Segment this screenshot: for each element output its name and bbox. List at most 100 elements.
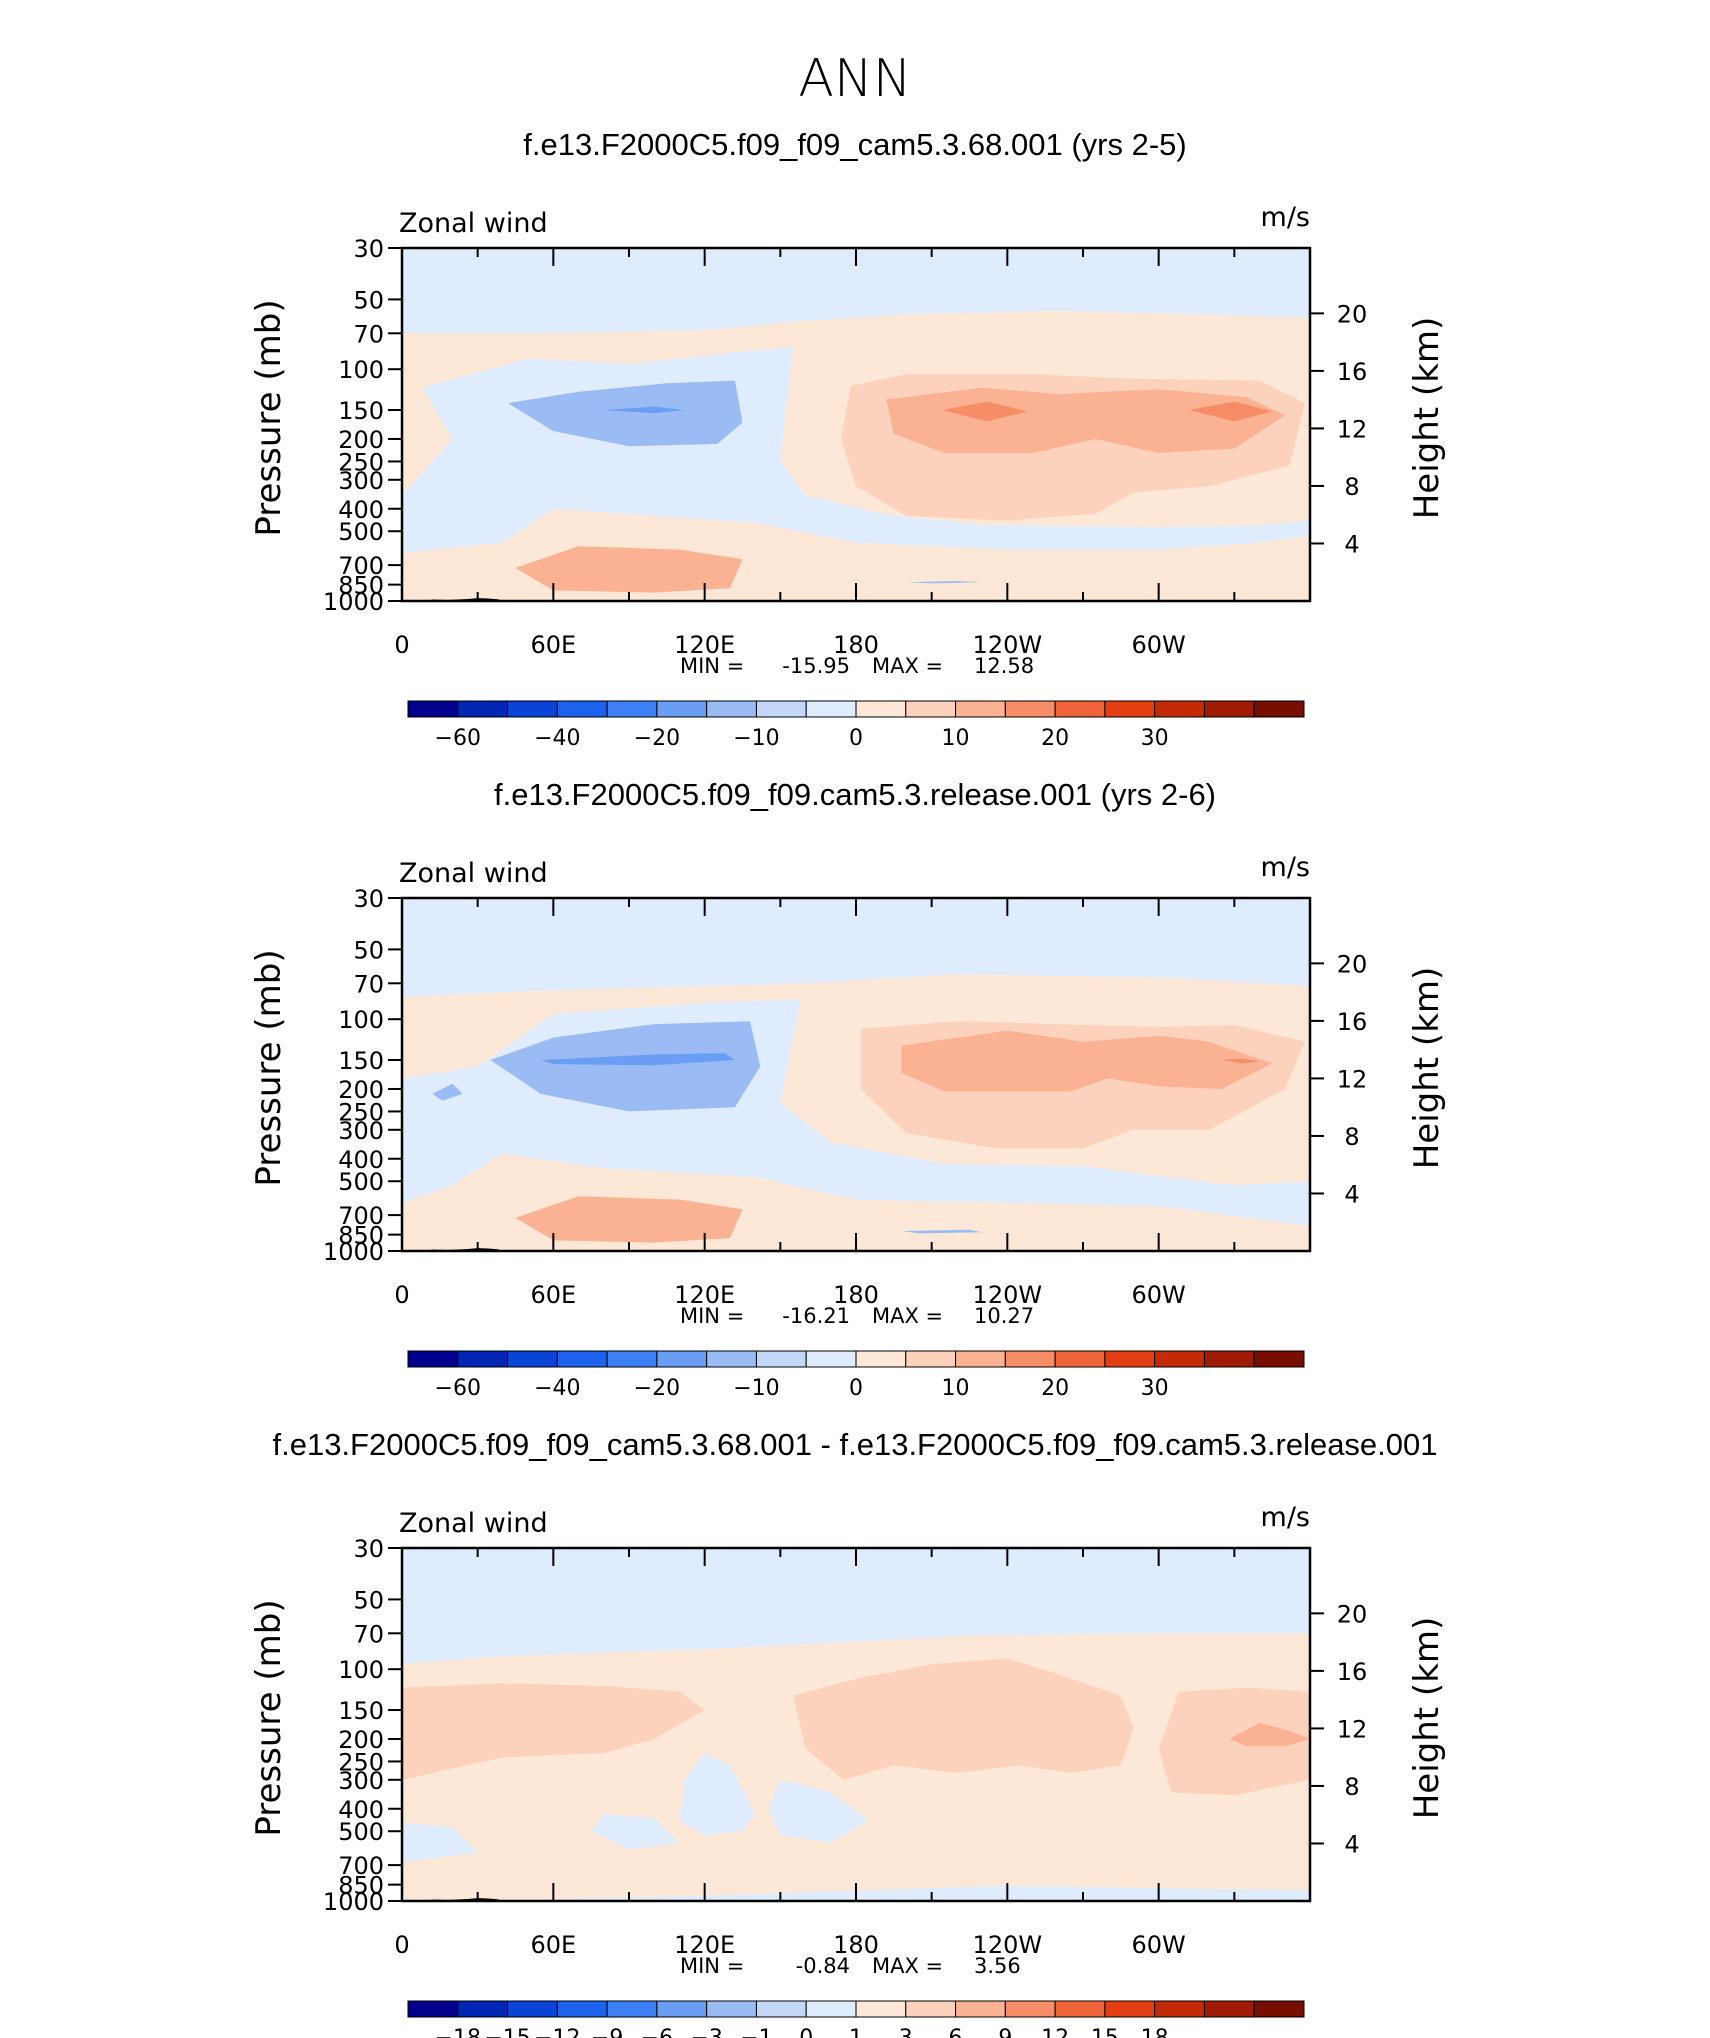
colorbar-swatch xyxy=(1004,700,1056,718)
y2-tick-label: 8 xyxy=(1344,473,1359,501)
colorbar-swatch xyxy=(955,700,1006,718)
colorbar-label: −3 xyxy=(690,2026,722,2038)
colorbar-label: −12 xyxy=(534,2026,580,2038)
colorbar-swatch xyxy=(855,700,907,718)
contour-region xyxy=(402,1822,478,1863)
y-tick-label: 150 xyxy=(338,397,384,425)
chart-panel-2: f.e13.F2000C5.f09_f09.cam5.3.release.001… xyxy=(249,777,1447,1401)
colorbar-label: 3 xyxy=(899,2026,913,2038)
colorbar-swatch xyxy=(706,1350,757,1368)
x-tick-label: 0 xyxy=(394,631,409,659)
colorbar-swatch xyxy=(1004,1350,1056,1368)
y-tick-label: 30 xyxy=(353,235,384,263)
x-tick-label: 60E xyxy=(530,1931,576,1959)
contour-region xyxy=(1158,1687,1310,1796)
y-tick-label: 400 xyxy=(338,496,384,524)
contour-region xyxy=(490,1021,761,1112)
contour-region xyxy=(515,546,743,593)
colorbar-label: −10 xyxy=(733,726,779,751)
colorbar-label: 0 xyxy=(849,726,863,751)
colorbar-swatch xyxy=(507,2000,558,2018)
colorbar-swatch xyxy=(1253,2000,1305,2018)
y-axis-label: Pressure (mb) xyxy=(249,949,289,1186)
contour-region xyxy=(901,1030,1273,1092)
y-tick-label: 70 xyxy=(353,970,384,998)
colorbar-label: −20 xyxy=(634,726,680,751)
colorbar-label: −40 xyxy=(534,1376,580,1401)
colorbar-label: 9 xyxy=(998,2026,1012,2038)
y-tick-label: 400 xyxy=(338,1146,384,1174)
y2-tick-label: 12 xyxy=(1337,1715,1368,1743)
contour-region xyxy=(1221,1058,1260,1064)
y2-tick-label: 16 xyxy=(1337,1658,1368,1686)
contour-region xyxy=(767,1779,869,1843)
y2-axis-label: Height (km) xyxy=(1407,317,1447,520)
colorbar-label: −40 xyxy=(534,726,580,751)
contour-region xyxy=(1229,1722,1310,1747)
units-label: m/s xyxy=(1261,202,1310,233)
y-tick-label: 100 xyxy=(338,1006,384,1034)
colorbar-swatch xyxy=(755,1350,807,1368)
colorbar-swatch xyxy=(656,1350,708,1368)
y-tick-label: 500 xyxy=(338,1168,384,1196)
contour-region xyxy=(679,1753,756,1836)
max-label: MAX = xyxy=(872,1954,943,1978)
y-tick-label: 300 xyxy=(338,467,384,495)
min-label: MIN = xyxy=(680,654,744,678)
x-tick-label: 120W xyxy=(973,1281,1043,1309)
y-tick-label: 850 xyxy=(338,1222,384,1250)
y-tick-label: 850 xyxy=(338,572,384,600)
y2-tick-label: 20 xyxy=(1337,1600,1368,1628)
colorbar-swatch xyxy=(805,700,857,718)
colorbar-label: −6 xyxy=(641,2026,673,2038)
colorbar-label: −9 xyxy=(591,2026,623,2038)
y2-tick-label: 12 xyxy=(1337,1065,1368,1093)
y2-tick-label: 20 xyxy=(1337,300,1368,328)
panels: f.e13.F2000C5.f09_f09_cam5.3.68.001 (yrs… xyxy=(249,127,1447,2038)
colorbar-label: 10 xyxy=(942,1376,970,1401)
y-tick-label: 200 xyxy=(338,1076,384,1104)
y-tick-label: 700 xyxy=(338,552,384,580)
colorbar: −60 −40 −20 −10 0 10 20 30 xyxy=(407,700,1305,751)
contour-region xyxy=(941,401,1028,422)
y-tick-label: 100 xyxy=(338,356,384,384)
colorbar-swatch xyxy=(706,2000,757,2018)
y2-axis-label: Height (km) xyxy=(1407,967,1447,1170)
contour-region xyxy=(906,581,983,584)
colorbar-swatch xyxy=(755,2000,807,2018)
colorbar-swatch xyxy=(407,2000,459,2018)
colorbar-swatch xyxy=(755,700,807,718)
x-tick-label: 60E xyxy=(530,631,576,659)
colorbar-label: 12 xyxy=(1041,2026,1069,2038)
x-tick-label: 120E xyxy=(674,631,735,659)
y2-tick-label: 12 xyxy=(1337,415,1368,443)
colorbar-label: 18 xyxy=(1141,2026,1169,2038)
colorbar-swatch xyxy=(1054,2000,1106,2018)
y-tick-label: 500 xyxy=(338,518,384,546)
x-tick-label: 0 xyxy=(394,1931,409,1959)
colorbar-swatch xyxy=(1104,2000,1156,2018)
y-tick-label: 1000 xyxy=(323,1888,384,1916)
min-label: MIN = xyxy=(680,1304,744,1328)
y2-tick-label: 8 xyxy=(1344,1773,1359,1801)
y-tick-label: 70 xyxy=(353,320,384,348)
variable-label: Zonal wind xyxy=(399,208,548,239)
colorbar-swatch xyxy=(606,1350,658,1368)
colorbar-label: −15 xyxy=(484,2026,530,2038)
colorbar-swatch xyxy=(457,700,509,718)
y-tick-label: 70 xyxy=(353,1620,384,1648)
colorbar-swatch xyxy=(905,2000,957,2018)
y2-tick-label: 16 xyxy=(1337,1008,1368,1036)
colorbar-swatch xyxy=(955,2000,1006,2018)
colorbar-swatch xyxy=(556,2000,608,2018)
colorbar-label: 30 xyxy=(1141,1376,1169,1401)
y-tick-label: 400 xyxy=(338,1796,384,1824)
min-value: -15.95 xyxy=(782,654,850,678)
x-tick-label: 60W xyxy=(1132,631,1186,659)
plot-area xyxy=(402,1548,1310,1901)
colorbar-swatch xyxy=(905,700,957,718)
y-axis-label: Pressure (mb) xyxy=(249,1599,289,1836)
max-value: 10.27 xyxy=(974,1304,1034,1328)
max-value: 3.56 xyxy=(974,1954,1021,1978)
colorbar: −60 −40 −20 −10 0 10 20 30 xyxy=(407,1350,1305,1401)
